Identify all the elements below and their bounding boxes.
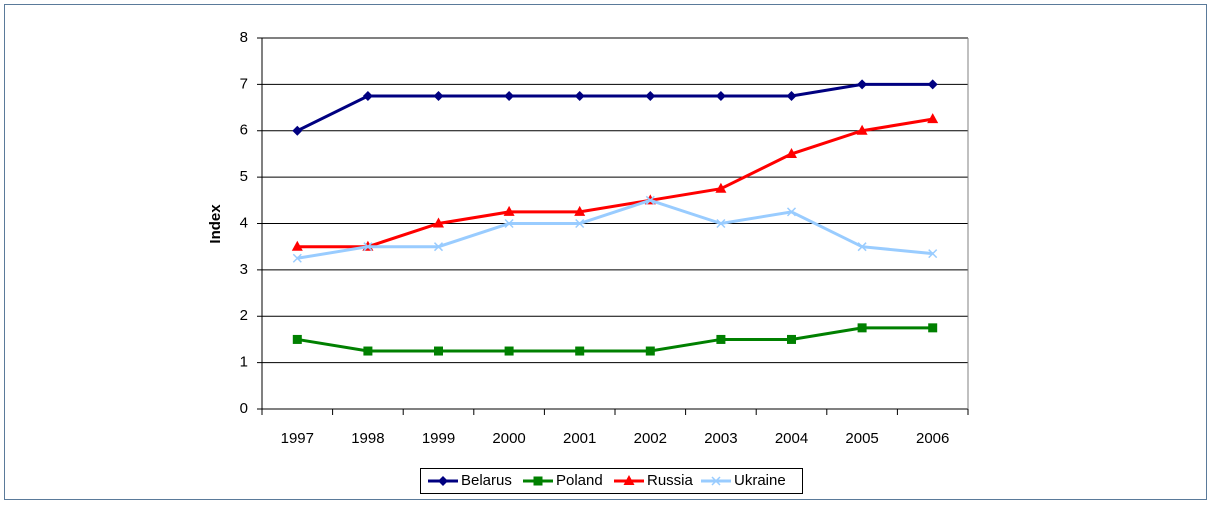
marker: [787, 334, 796, 344]
x-tick-label: 1998: [351, 430, 384, 447]
x-tick-label: 1999: [422, 430, 455, 447]
series-line: [297, 198, 933, 260]
y-tick-label: 3: [240, 261, 248, 278]
marker: [504, 346, 514, 356]
marker: [575, 218, 585, 229]
marker: [645, 195, 655, 205]
legend-marker: [438, 476, 448, 486]
x-tick-label: 2001: [563, 430, 596, 447]
marker: [786, 207, 797, 217]
x-tick-label: 2000: [492, 430, 525, 447]
marker: [716, 334, 726, 344]
x-tick-label: 2006: [916, 430, 949, 447]
x-tick-label: 1997: [281, 430, 314, 447]
marker: [715, 182, 727, 193]
marker: [716, 218, 726, 229]
y-tick-label: 6: [240, 122, 248, 139]
legend-label: Ukraine: [734, 472, 786, 489]
series-line: [297, 326, 933, 353]
marker: [574, 205, 586, 216]
x-tick-label: 2004: [775, 430, 808, 447]
marker: [645, 90, 656, 101]
y-tick-label: 7: [240, 75, 248, 92]
series-line: [296, 82, 933, 133]
marker: [292, 253, 302, 263]
marker: [433, 90, 444, 101]
x-tick-label: 2002: [634, 430, 667, 447]
marker: [363, 242, 373, 252]
marker: [575, 346, 585, 356]
marker: [928, 323, 938, 333]
x-tick-label: 2003: [704, 430, 737, 447]
chart-frame: [4, 4, 1207, 500]
marker: [857, 242, 867, 252]
y-tick-label: 8: [240, 29, 248, 46]
marker: [574, 90, 585, 101]
y-tick-label: 2: [240, 307, 248, 324]
marker: [786, 90, 797, 101]
marker: [504, 218, 514, 229]
legend-box: [420, 468, 803, 494]
legend-label: Belarus: [461, 472, 512, 489]
marker: [856, 124, 868, 135]
marker: [927, 79, 938, 90]
marker: [363, 346, 373, 356]
marker: [362, 90, 373, 101]
y-tick-label: 1: [240, 354, 248, 371]
marker: [504, 90, 515, 101]
marker: [857, 323, 867, 333]
series-line: [297, 117, 933, 249]
marker: [292, 125, 303, 136]
legend-label: Poland: [556, 472, 603, 489]
y-tick-label: 0: [240, 400, 248, 417]
y-tick-label: 5: [240, 168, 248, 185]
legend-marker: [533, 476, 543, 486]
marker: [291, 240, 303, 251]
y-tick-label: 4: [240, 214, 248, 231]
marker: [857, 79, 868, 90]
marker: [645, 346, 655, 356]
legend-marker: [623, 475, 635, 485]
marker: [433, 242, 444, 252]
marker: [786, 147, 797, 158]
legend-marker: [711, 476, 721, 486]
marker: [927, 113, 939, 124]
x-tick-label: 2005: [845, 430, 878, 447]
marker: [434, 346, 443, 356]
marker: [433, 217, 444, 228]
marker: [715, 90, 726, 101]
legend-label: Russia: [647, 472, 694, 489]
y-axis-label: Index: [207, 204, 224, 244]
marker: [292, 334, 302, 344]
marker: [928, 249, 938, 259]
marker: [503, 205, 515, 216]
